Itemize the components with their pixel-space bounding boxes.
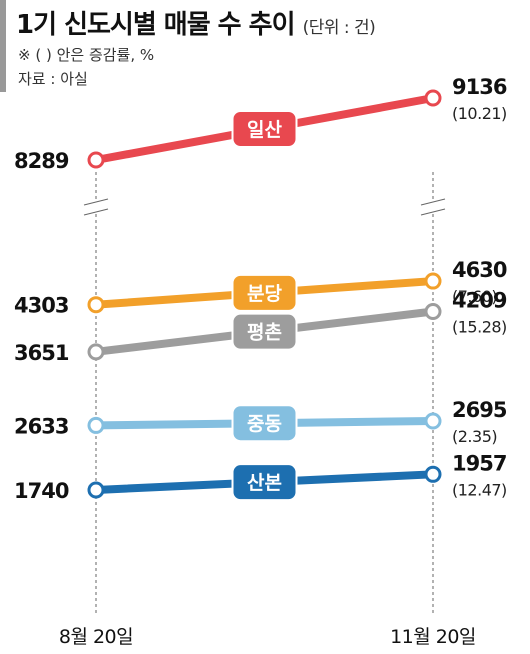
title-accent-bar <box>0 0 6 92</box>
series-name-2: 분당 <box>247 283 282 305</box>
change-label-4: (2.35) <box>452 427 497 446</box>
unit-label: (단위 : 건) <box>302 18 376 38</box>
change-note: ※ ( ) 안은 증감률, % <box>18 46 155 64</box>
data-point-4-start <box>87 416 105 434</box>
series-badge-4 <box>231 404 298 443</box>
series-name-1: 일산 <box>247 119 282 141</box>
change-label-2: (7.60) <box>452 287 497 306</box>
value-label-5-start: 1740 <box>14 479 69 503</box>
chart-title-text: 1기 신도시별 매물 수 추이 <box>16 10 295 40</box>
axis-break-mark-top-2 <box>420 198 446 206</box>
change-label-5: (12.47) <box>452 480 507 499</box>
data-point-5-end <box>424 465 442 483</box>
value-label-2-end: 4630 <box>452 258 507 282</box>
value-label-5-end: 1957 <box>452 451 506 475</box>
value-label-1-start: 8289 <box>14 149 69 173</box>
source-note: 자료 : 아실 <box>18 70 88 88</box>
series-badge-5 <box>231 463 298 502</box>
axis-break-mark-top-1 <box>83 198 109 206</box>
value-label-3-start: 3651 <box>14 341 69 365</box>
axis-break-gap-1 <box>82 202 110 212</box>
data-point-3-start <box>87 343 105 361</box>
x-tick-label-2: 11월 20일 <box>390 626 476 648</box>
axis-break-gap-2 <box>419 202 447 212</box>
series-badge-3 <box>231 312 298 351</box>
data-point-5-start <box>87 481 105 499</box>
x-tick-label-1: 8월 20일 <box>59 626 133 648</box>
value-label-3-end: 4209 <box>452 288 507 312</box>
series-name-5: 산본 <box>247 472 282 494</box>
axis-break-mark-bottom-2 <box>420 208 446 216</box>
change-label-1: (10.21) <box>452 104 507 123</box>
value-label-4-end: 2695 <box>452 398 507 422</box>
series-name-4: 중동 <box>247 413 282 435</box>
data-point-2-end <box>424 272 442 290</box>
data-point-4-end <box>424 412 442 430</box>
data-point-1-end <box>424 89 442 107</box>
value-label-2-start: 4303 <box>14 294 68 318</box>
series-badge-1 <box>231 110 298 148</box>
data-point-2-start <box>87 296 105 314</box>
data-point-3-end <box>424 302 442 320</box>
chart-title: 1기 신도시별 매물 수 추이 (단위 : 건) <box>16 4 376 41</box>
value-label-1-end: 9136 <box>452 75 507 99</box>
value-label-4-start: 2633 <box>14 414 68 438</box>
series-name-3: 평촌 <box>247 322 282 344</box>
series-badge-2 <box>231 273 298 312</box>
axis-break-mark-bottom-1 <box>83 208 109 216</box>
data-point-1-start <box>87 151 105 169</box>
change-label-3: (15.28) <box>452 317 507 336</box>
